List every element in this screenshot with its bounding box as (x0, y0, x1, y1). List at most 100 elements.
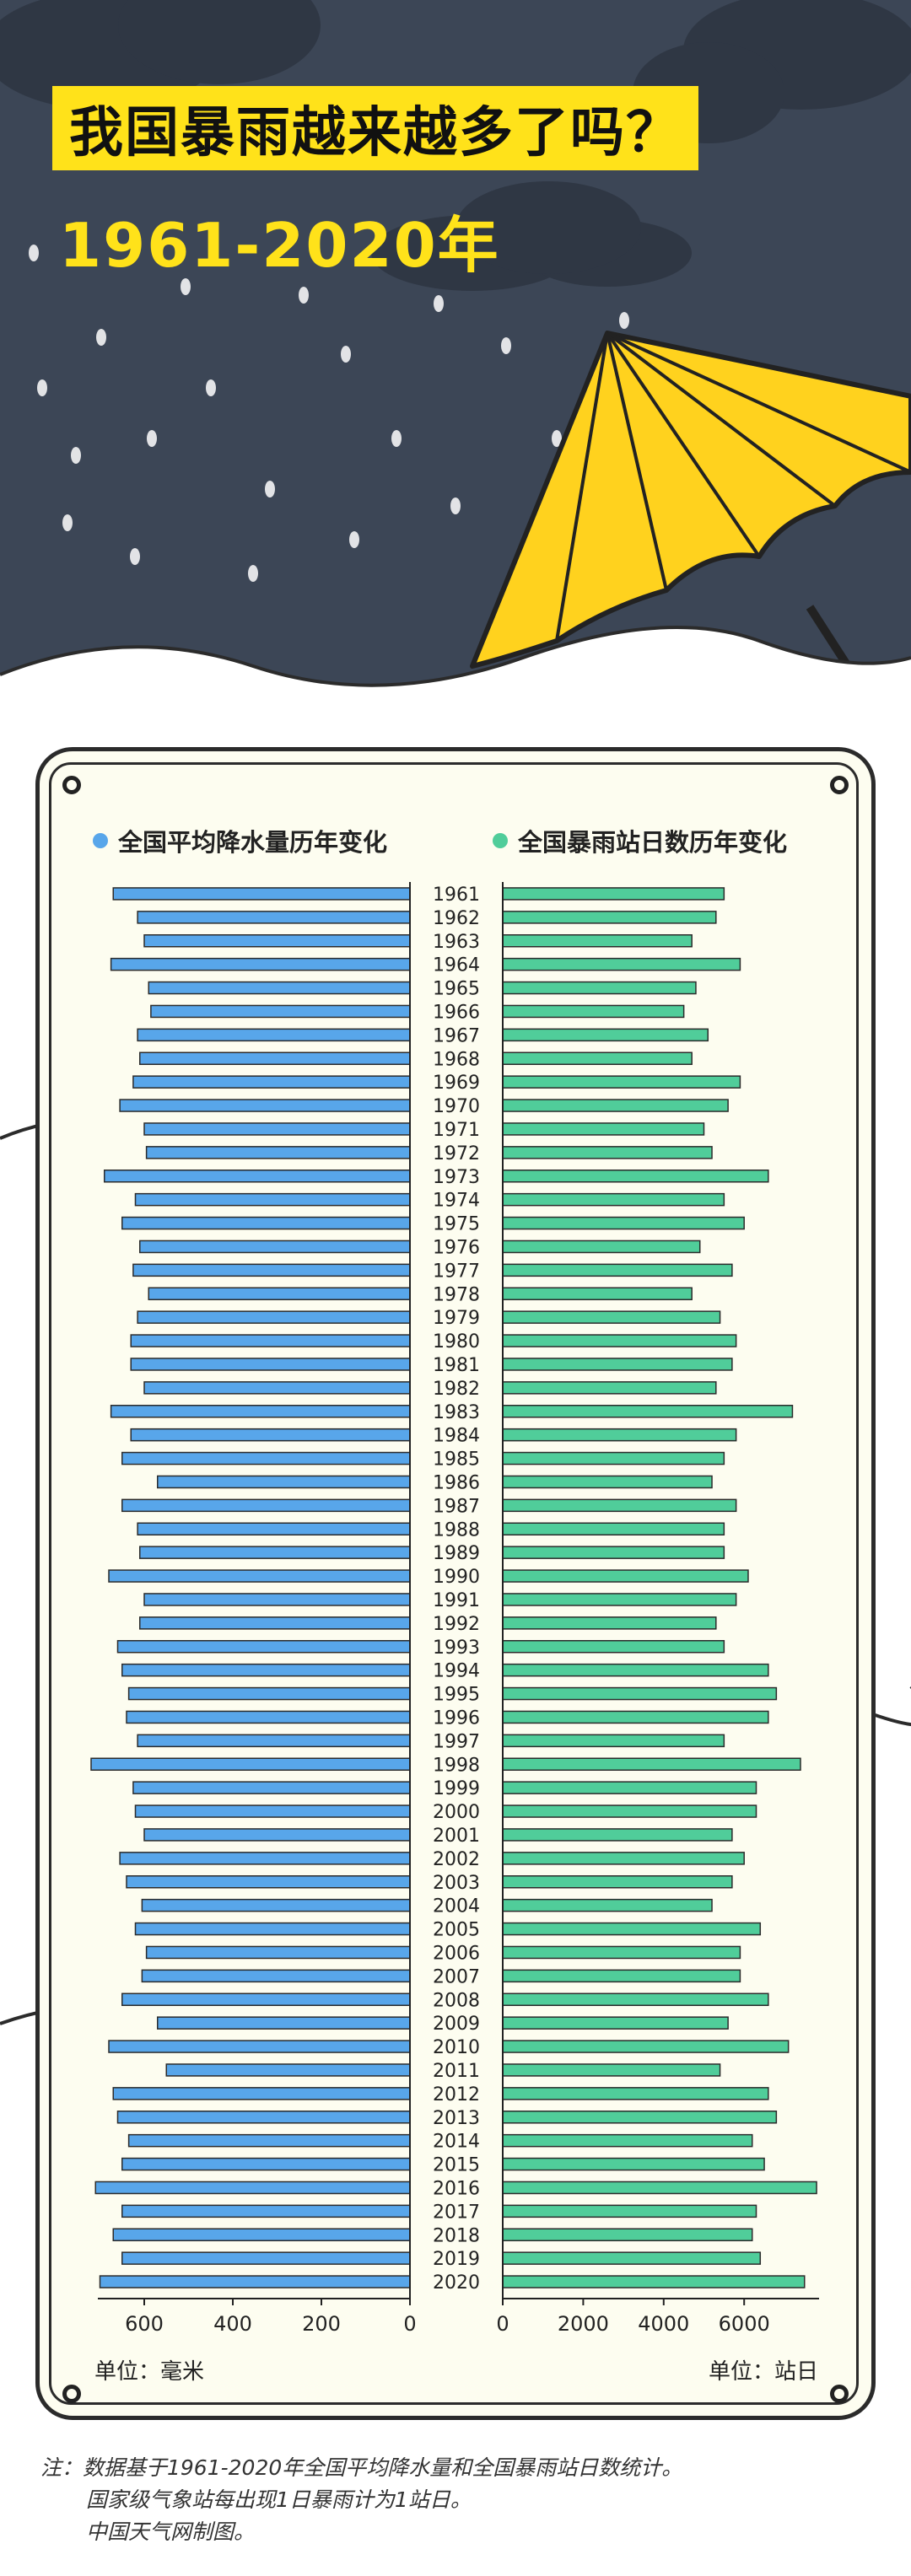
unit-label-right: 单位：站日 (709, 2359, 819, 2385)
year-label: 1982 (433, 1379, 480, 1400)
tick-label-left: 0 (403, 2312, 416, 2336)
rainstorm-bar (502, 1616, 717, 1630)
rainstorm-bar (502, 1428, 737, 1442)
year-label: 2017 (433, 2202, 480, 2223)
rainstorm-bar (502, 2204, 757, 2218)
rainstorm-bar (502, 1146, 713, 1159)
rainstorm-bar (502, 2040, 790, 2053)
precip-bar (137, 1522, 411, 1535)
year-label: 2008 (433, 1990, 480, 2011)
rainstorm-bar (502, 1804, 757, 1818)
precip-bar (157, 1475, 411, 1489)
year-label: 2002 (433, 1849, 480, 1870)
tick-label-right: 4000 (638, 2312, 689, 2336)
year-label: 1985 (433, 1449, 480, 1471)
year-label: 1980 (433, 1331, 480, 1353)
rainstorm-bar (502, 2181, 817, 2195)
year-label: 2007 (433, 1966, 480, 1987)
rainstorm-bar (502, 1828, 733, 1842)
precip-bar (139, 1051, 411, 1065)
rainstorm-bar (502, 2063, 721, 2077)
rainstorm-bar (502, 2016, 729, 2030)
year-label: 1968 (433, 1049, 480, 1070)
rainstorm-bar (502, 2087, 769, 2100)
precip-bar (108, 1569, 411, 1583)
precip-bar (121, 1498, 411, 1513)
cloud-icon (0, 0, 911, 291)
year-label: 1992 (433, 1614, 480, 1635)
precip-bar (139, 1546, 411, 1559)
rainstorm-bar (502, 1028, 709, 1042)
corner-bolt-icon (62, 2385, 81, 2403)
year-label: 2016 (433, 2178, 480, 2199)
legend-dot-blue (93, 833, 108, 848)
precip-bar (157, 2016, 411, 2030)
corner-bolt-icon (830, 2385, 849, 2403)
year-label: 1989 (433, 1543, 480, 1564)
precip-bar (90, 1757, 411, 1771)
rainstorm-bar (502, 934, 693, 948)
rainstorm-bar (502, 1993, 769, 2006)
rainstorm-bar (502, 887, 725, 901)
year-label: 1997 (433, 1731, 480, 1752)
precip-bar (119, 1852, 411, 1865)
precip-bar (137, 1734, 411, 1748)
precip-bar (112, 2228, 411, 2241)
year-label: 2001 (433, 1826, 480, 1847)
precip-bar (132, 1263, 411, 1277)
year-label: 1986 (433, 1472, 480, 1493)
precip-bar (150, 1004, 411, 1019)
precip-bar (134, 1804, 411, 1818)
year-label: 1981 (433, 1355, 480, 1376)
precip-bar (143, 1122, 411, 1136)
year-label: 1994 (433, 1661, 480, 1682)
rainstorm-bar (502, 1170, 769, 1183)
rainstorm-bar (502, 1004, 685, 1019)
year-label: 1971 (433, 1120, 480, 1141)
raindrop-icon (29, 245, 629, 582)
rainstorm-bar (502, 2111, 778, 2124)
precip-bar (116, 2111, 411, 2124)
rainstorm-bar (502, 1498, 737, 1513)
precip-bar (121, 1216, 411, 1230)
year-label: 1979 (433, 1308, 480, 1329)
unit-label-left: 单位：毫米 (94, 2359, 205, 2385)
header-background: 我国暴雨越来越多了吗？ 1961-2020年 (0, 0, 911, 742)
rainstorm-bar (502, 1852, 745, 1865)
corner-bolt-icon (830, 776, 849, 794)
rainstorm-bar (502, 911, 717, 924)
year-label: 1963 (433, 932, 480, 953)
page-title: 我国暴雨越来越多了吗？ (69, 102, 682, 164)
year-label: 2010 (433, 2037, 480, 2058)
rainstorm-bar (502, 1922, 762, 1936)
rainstorm-bar (502, 1475, 713, 1489)
year-label: 1973 (433, 1167, 480, 1188)
legend-label-left: 全国平均降水量历年变化 (118, 828, 388, 857)
year-label: 2006 (433, 1943, 480, 1964)
year-label: 1976 (433, 1237, 480, 1258)
rainstorm-bar (502, 1593, 737, 1606)
rainstorm-bar (502, 1240, 701, 1254)
legend-rainstorm: 全国暴雨站日数历年变化 (493, 823, 787, 858)
rainstorm-bar (502, 1263, 733, 1277)
precip-bar (137, 1028, 411, 1042)
page-subtitle: 1961-2020年 (59, 210, 500, 281)
precip-bar (130, 1428, 411, 1442)
year-label: 1991 (433, 1590, 480, 1611)
rainstorm-bar (502, 1334, 737, 1347)
year-label: 2012 (433, 2084, 480, 2105)
year-label: 1966 (433, 1002, 480, 1023)
footnote-line: 国家级气象站每出现1日暴雨计为1站日。 (86, 2487, 472, 2512)
wave-shape (0, 627, 911, 742)
rainstorm-bar (502, 1640, 725, 1654)
precip-bar (139, 1240, 411, 1254)
precip-bar (137, 911, 411, 924)
precip-bar (121, 1993, 411, 2006)
year-label: 1995 (433, 1685, 480, 1706)
year-label: 2014 (433, 2132, 480, 2153)
rainstorm-bar (502, 1451, 725, 1465)
precip-bar (148, 981, 411, 995)
precip-bar (127, 2133, 411, 2148)
corner-bolt-icon (62, 776, 81, 794)
year-label: 1961 (433, 885, 480, 906)
